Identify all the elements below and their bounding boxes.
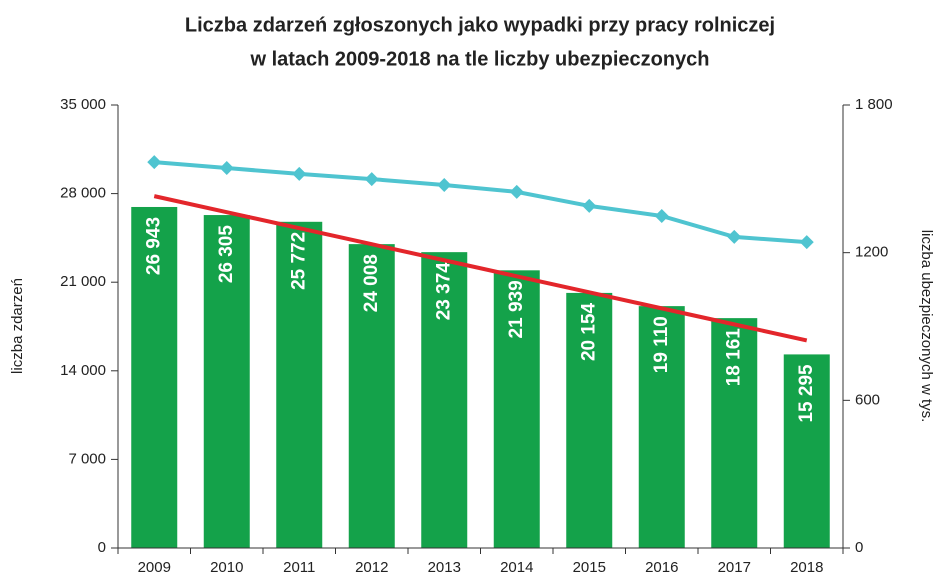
bar-value-label: 26 943 <box>143 217 164 275</box>
x-tick-label: 2018 <box>790 559 823 576</box>
line-marker <box>799 235 814 250</box>
bar <box>421 252 468 548</box>
bar-value-label: 23 374 <box>433 262 454 321</box>
line-marker <box>582 198 597 213</box>
bar-value-label: 25 772 <box>288 232 309 290</box>
y-tick-label: 35 000 <box>60 96 106 113</box>
bar <box>493 270 540 548</box>
y2-axis-label: liczba ubezpieczonych w tys. <box>918 230 935 423</box>
y2-tick-label: 1200 <box>855 244 888 261</box>
line <box>153 194 808 343</box>
bar <box>638 306 685 548</box>
y-tick-label: 0 <box>98 539 106 556</box>
line-marker <box>147 155 162 170</box>
bar-value-label: 21 939 <box>506 280 527 338</box>
x-tick-label: 2015 <box>573 559 606 576</box>
bar <box>566 292 613 548</box>
x-tick-label: 2012 <box>355 559 388 576</box>
y2-tick-label: 1 800 <box>855 96 893 113</box>
bar-value-label: 20 154 <box>578 302 599 361</box>
line-marker <box>364 172 379 187</box>
y-tick-label: 28 000 <box>60 185 106 202</box>
line <box>154 160 807 245</box>
y-axis-label: liczba zdarzeń <box>9 278 26 374</box>
bar-value-label: 24 008 <box>361 254 382 312</box>
x-tick-label: 2013 <box>428 559 461 576</box>
bar <box>711 318 758 548</box>
bar-value-label: 19 110 <box>651 316 672 373</box>
line-marker <box>292 166 307 181</box>
y-tick-label: 21 000 <box>60 273 106 290</box>
y2-tick-label: 600 <box>855 391 880 408</box>
line-marker <box>654 208 669 223</box>
bar <box>276 221 323 548</box>
x-tick-label: 2017 <box>718 559 751 576</box>
y-tick-label: 7 000 <box>68 450 106 467</box>
line-marker <box>509 184 524 199</box>
x-tick-label: 2014 <box>500 559 533 576</box>
y2-tick-label: 0 <box>855 539 863 556</box>
bar <box>783 354 830 548</box>
bar-value-label: 18 161 <box>723 328 744 387</box>
bar <box>131 206 178 548</box>
x-tick-label: 2011 <box>283 559 315 576</box>
x-tick-label: 2009 <box>138 559 171 576</box>
bar-value-label: 15 295 <box>796 364 817 423</box>
line-marker <box>437 177 452 192</box>
x-tick-label: 2010 <box>210 559 243 576</box>
bar <box>348 244 395 548</box>
chart-title: Liczba zdarzeń zgłoszonych jako wypadki … <box>185 14 775 36</box>
bar <box>203 215 250 548</box>
line-marker <box>219 161 234 176</box>
y-tick-label: 14 000 <box>60 362 106 379</box>
bar-value-label: 26 305 <box>216 225 237 284</box>
line-marker <box>727 229 742 244</box>
chart-title: w latach 2009-2018 na tle liczby ubezpie… <box>249 48 709 70</box>
x-tick-label: 2016 <box>645 559 678 576</box>
